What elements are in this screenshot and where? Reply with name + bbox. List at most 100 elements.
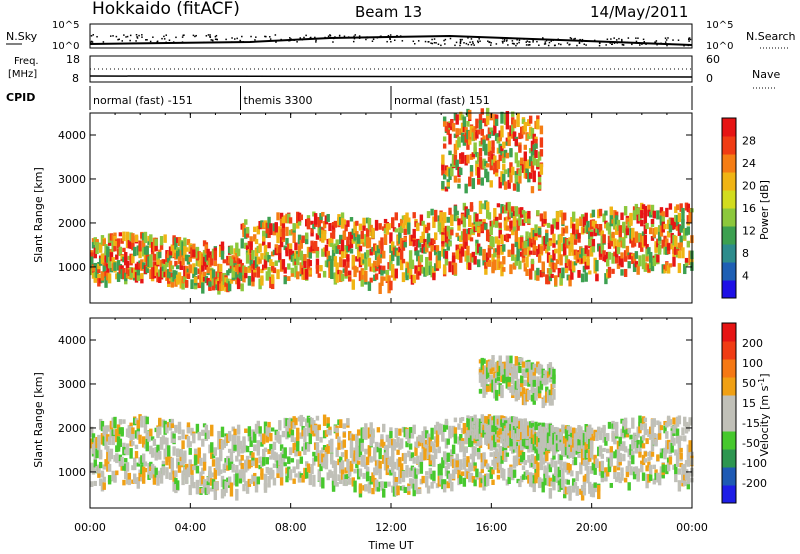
noise-point — [471, 41, 474, 43]
data-cell — [369, 475, 373, 485]
data-cell — [545, 274, 549, 285]
data-cell — [441, 433, 445, 441]
data-cell — [650, 439, 655, 452]
data-cell — [253, 226, 257, 232]
data-cell — [360, 434, 364, 443]
data-cell — [168, 472, 173, 480]
data-cell — [333, 243, 338, 253]
data-cell — [342, 268, 347, 273]
data-cell — [383, 460, 388, 471]
data-cell — [319, 226, 323, 238]
data-cell — [518, 365, 522, 374]
data-cell — [528, 232, 533, 243]
noise-point — [209, 35, 211, 38]
data-cell — [179, 279, 183, 289]
data-cell — [686, 444, 691, 457]
data-cell — [512, 455, 517, 462]
data-cell — [444, 421, 449, 430]
data-cell — [249, 253, 253, 261]
data-cell — [536, 383, 540, 393]
data-cell — [283, 276, 287, 285]
noise-point — [641, 43, 643, 45]
data-cell — [104, 459, 108, 467]
data-cell — [511, 368, 515, 380]
data-cell — [591, 436, 596, 441]
data-cell — [192, 243, 196, 250]
data-cell — [278, 251, 282, 260]
data-cell — [573, 433, 578, 443]
data-cell — [129, 232, 133, 242]
data-cell — [464, 127, 468, 134]
data-cell — [235, 264, 239, 276]
data-cell — [493, 421, 497, 432]
noise-point — [265, 35, 267, 38]
data-cell — [629, 444, 633, 453]
data-cell — [602, 213, 606, 223]
data-cell — [98, 258, 103, 266]
data-cell — [672, 425, 676, 434]
data-cell — [453, 154, 458, 166]
data-cell — [580, 489, 585, 501]
data-cell — [106, 263, 110, 268]
data-cell — [154, 446, 158, 459]
data-cell — [509, 377, 513, 382]
data-cell — [487, 465, 492, 471]
data-cell — [159, 267, 164, 280]
data-cell — [527, 361, 531, 368]
data-cell — [485, 201, 490, 210]
data-cell — [622, 432, 626, 439]
data-cell — [199, 275, 203, 286]
data-cell — [494, 378, 499, 383]
data-cell — [380, 439, 384, 447]
data-cell — [520, 237, 524, 249]
data-cell — [512, 458, 517, 469]
data-cell — [106, 425, 110, 432]
noise-point — [511, 42, 514, 45]
noise-point — [467, 37, 469, 39]
noise-point — [123, 34, 125, 36]
x-tick-label: 00:00 — [74, 521, 106, 534]
data-cell — [235, 272, 239, 280]
data-cell — [98, 478, 103, 486]
data-cell — [674, 449, 678, 456]
data-cell — [650, 419, 655, 429]
data-cell — [279, 212, 284, 223]
data-cell — [274, 247, 278, 256]
data-cell — [459, 235, 463, 242]
data-cell — [475, 163, 479, 176]
data-cell — [172, 270, 176, 282]
data-cell — [520, 447, 524, 459]
data-cell — [233, 433, 237, 443]
data-cell — [136, 262, 140, 272]
data-cell — [362, 259, 366, 264]
data-cell — [122, 479, 126, 486]
data-cell — [536, 210, 540, 216]
data-cell — [297, 221, 302, 226]
data-cell — [140, 455, 144, 465]
data-cell — [202, 423, 207, 428]
data-cell — [679, 203, 683, 212]
data-cell — [462, 457, 467, 468]
data-cell — [249, 479, 253, 485]
data-cell — [441, 241, 445, 247]
data-cell — [471, 251, 476, 261]
data-cell — [641, 472, 646, 481]
data-cell — [312, 211, 316, 217]
data-cell — [688, 212, 692, 223]
data-cell — [674, 214, 678, 222]
data-cell — [491, 382, 495, 393]
data-cell — [355, 256, 359, 262]
data-cell — [394, 228, 398, 233]
data-cell — [631, 455, 635, 465]
data-cell — [666, 219, 671, 230]
data-cell — [491, 355, 495, 360]
data-cell — [527, 210, 531, 219]
data-cell — [652, 210, 656, 219]
data-cell — [317, 273, 321, 278]
data-cell — [331, 460, 336, 469]
noise-point — [473, 44, 475, 46]
data-cell — [507, 475, 511, 485]
data-cell — [348, 471, 352, 477]
data-cell — [303, 254, 307, 262]
data-cell — [512, 216, 517, 227]
